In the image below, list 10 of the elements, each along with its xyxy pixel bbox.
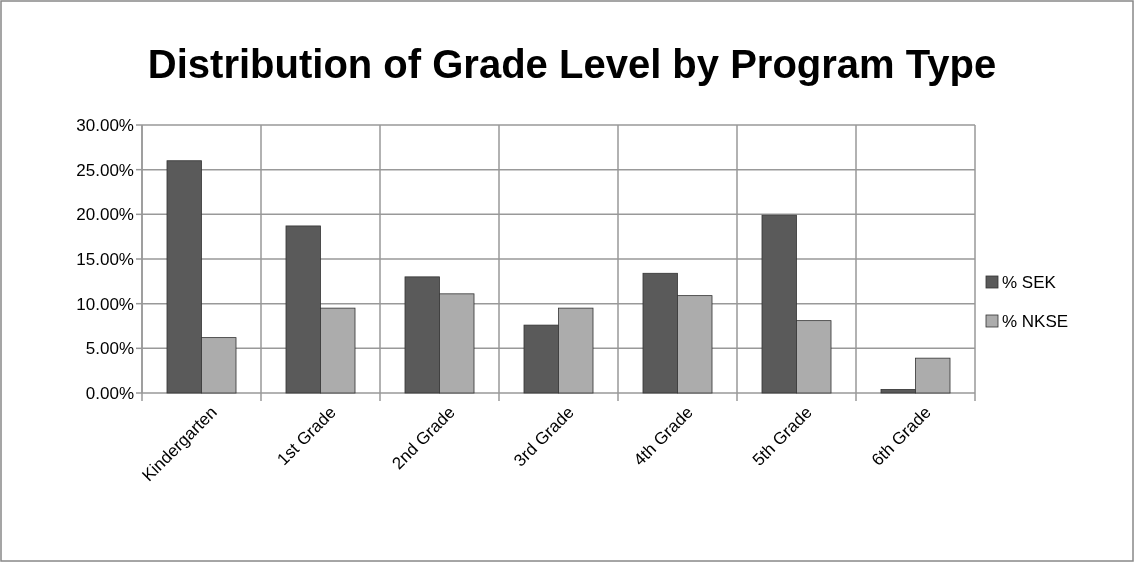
y-tick-label: 10.00% [76, 294, 134, 314]
chart-title: Distribution of Grade Level by Program Type [147, 42, 997, 86]
y-tick-label: 30.00% [76, 115, 134, 135]
y-tick-label: 0.00% [85, 383, 134, 403]
y-tick-label: 25.00% [76, 160, 134, 180]
legend-label: % SEK [1002, 272, 1057, 292]
y-tick-label: 20.00% [76, 205, 134, 225]
y-tick-label: 15.00% [76, 249, 134, 269]
y-tick-label: 5.00% [85, 339, 134, 359]
legend-label: % NKSE [1002, 311, 1069, 331]
